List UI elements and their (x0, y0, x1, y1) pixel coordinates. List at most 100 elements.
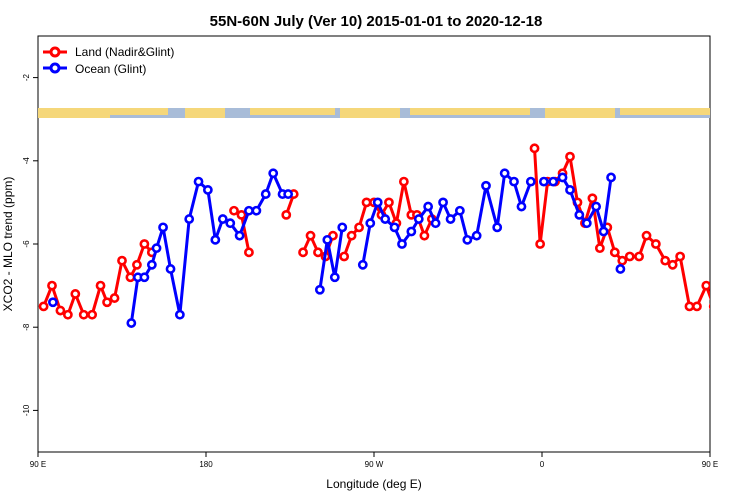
data-point (535, 239, 546, 249)
data-point (718, 311, 725, 318)
data-point (62, 309, 73, 320)
data-point (538, 176, 549, 187)
chart-title: 55N-60N July (Ver 10) 2015-01-01 to 2020… (210, 13, 543, 30)
data-point (346, 230, 357, 241)
data-point (339, 251, 350, 262)
data-point (365, 218, 376, 229)
data-point (139, 239, 150, 249)
map-land-patch (110, 108, 168, 115)
data-point (398, 176, 409, 187)
y-tick-label: -8 (22, 323, 31, 331)
data-point (357, 259, 368, 270)
x-axis-label: Longitude (deg E) (326, 477, 421, 491)
data-point (525, 176, 536, 187)
x-tick-label: 90 W (365, 460, 384, 469)
data-point (132, 259, 142, 270)
data-point (151, 243, 162, 254)
data-point (557, 172, 568, 183)
data-point (641, 230, 652, 241)
data-point (236, 209, 247, 220)
data-point (727, 299, 734, 306)
data-point (733, 311, 740, 318)
data-point (650, 239, 661, 249)
data-point (609, 247, 620, 258)
map-land-patch (185, 108, 225, 118)
data-point (708, 303, 710, 310)
y-tick-label: -6 (22, 240, 31, 248)
data-point (548, 176, 559, 187)
data-point (109, 293, 120, 303)
data-point (217, 214, 228, 224)
series-ocean (48, 168, 734, 328)
data-point (354, 222, 364, 233)
data-point (675, 251, 686, 262)
data-point (329, 272, 340, 283)
legend-ocean-marker (49, 62, 61, 74)
data-point (529, 143, 540, 154)
data-point (565, 185, 575, 195)
legend-land-marker (49, 46, 61, 58)
data-point (322, 234, 333, 245)
data-point (591, 201, 602, 212)
map-land-patch (620, 108, 710, 115)
data-point (361, 197, 372, 208)
data-point (95, 280, 106, 291)
data-point (667, 259, 678, 270)
data-point (337, 222, 348, 233)
data-point (438, 197, 448, 208)
legend-ocean-label: Ocean (Glint) (75, 62, 146, 76)
map-land-patch (250, 108, 335, 115)
data-point (701, 280, 710, 291)
legend-item-land: Land (Nadir&Glint) (43, 45, 174, 59)
data-point (742, 307, 749, 314)
data-point (380, 214, 391, 224)
data-point (55, 305, 66, 316)
data-point (692, 301, 702, 312)
world-map-strip (38, 108, 710, 118)
data-point (268, 168, 279, 179)
y-axis-label: XCO2 - MLO trend (ppm) (1, 177, 15, 312)
data-point (413, 214, 424, 224)
x-tick-label: 0 (540, 460, 545, 469)
data-point (660, 255, 671, 266)
map-land-patch (340, 108, 400, 118)
data-point (229, 205, 239, 216)
legend-item-ocean: Ocean (Glint) (43, 62, 146, 76)
data-point (174, 309, 185, 320)
data-point (305, 230, 316, 241)
data-point (313, 247, 323, 258)
y-tick-label: -2 (22, 73, 31, 81)
data-point (210, 234, 221, 245)
series-line (318, 227, 344, 290)
data-point (406, 226, 417, 237)
data-point (372, 197, 383, 208)
data-point (471, 230, 482, 241)
data-point (184, 214, 195, 224)
data-point (606, 172, 616, 183)
data-point (298, 247, 308, 258)
data-point (499, 168, 510, 179)
data-point (587, 193, 598, 204)
y-tick-label: -4 (22, 157, 31, 165)
data-point (70, 289, 81, 299)
legend: Land (Nadir&Glint) Ocean (Glint) (43, 45, 174, 76)
x-tick-label: 90 E (702, 460, 718, 469)
data-point (102, 297, 112, 308)
data-point (454, 205, 465, 216)
data-point (47, 280, 57, 291)
data-point (462, 234, 473, 245)
data-point (260, 189, 271, 199)
data-point (492, 222, 503, 233)
x-tick-label: 180 (199, 460, 213, 469)
x-tick-label: 90 E (30, 460, 46, 469)
data-point (384, 197, 394, 208)
data-point (389, 222, 400, 233)
data-point (624, 251, 635, 262)
data-point (158, 222, 168, 233)
data-point (225, 218, 236, 229)
y-tick-label: -10 (22, 404, 31, 416)
data-point (281, 209, 292, 220)
y-axis: -2 -4 -6 -8 -10 (22, 73, 38, 416)
data-point (509, 176, 519, 187)
map-land-patch (38, 108, 110, 118)
